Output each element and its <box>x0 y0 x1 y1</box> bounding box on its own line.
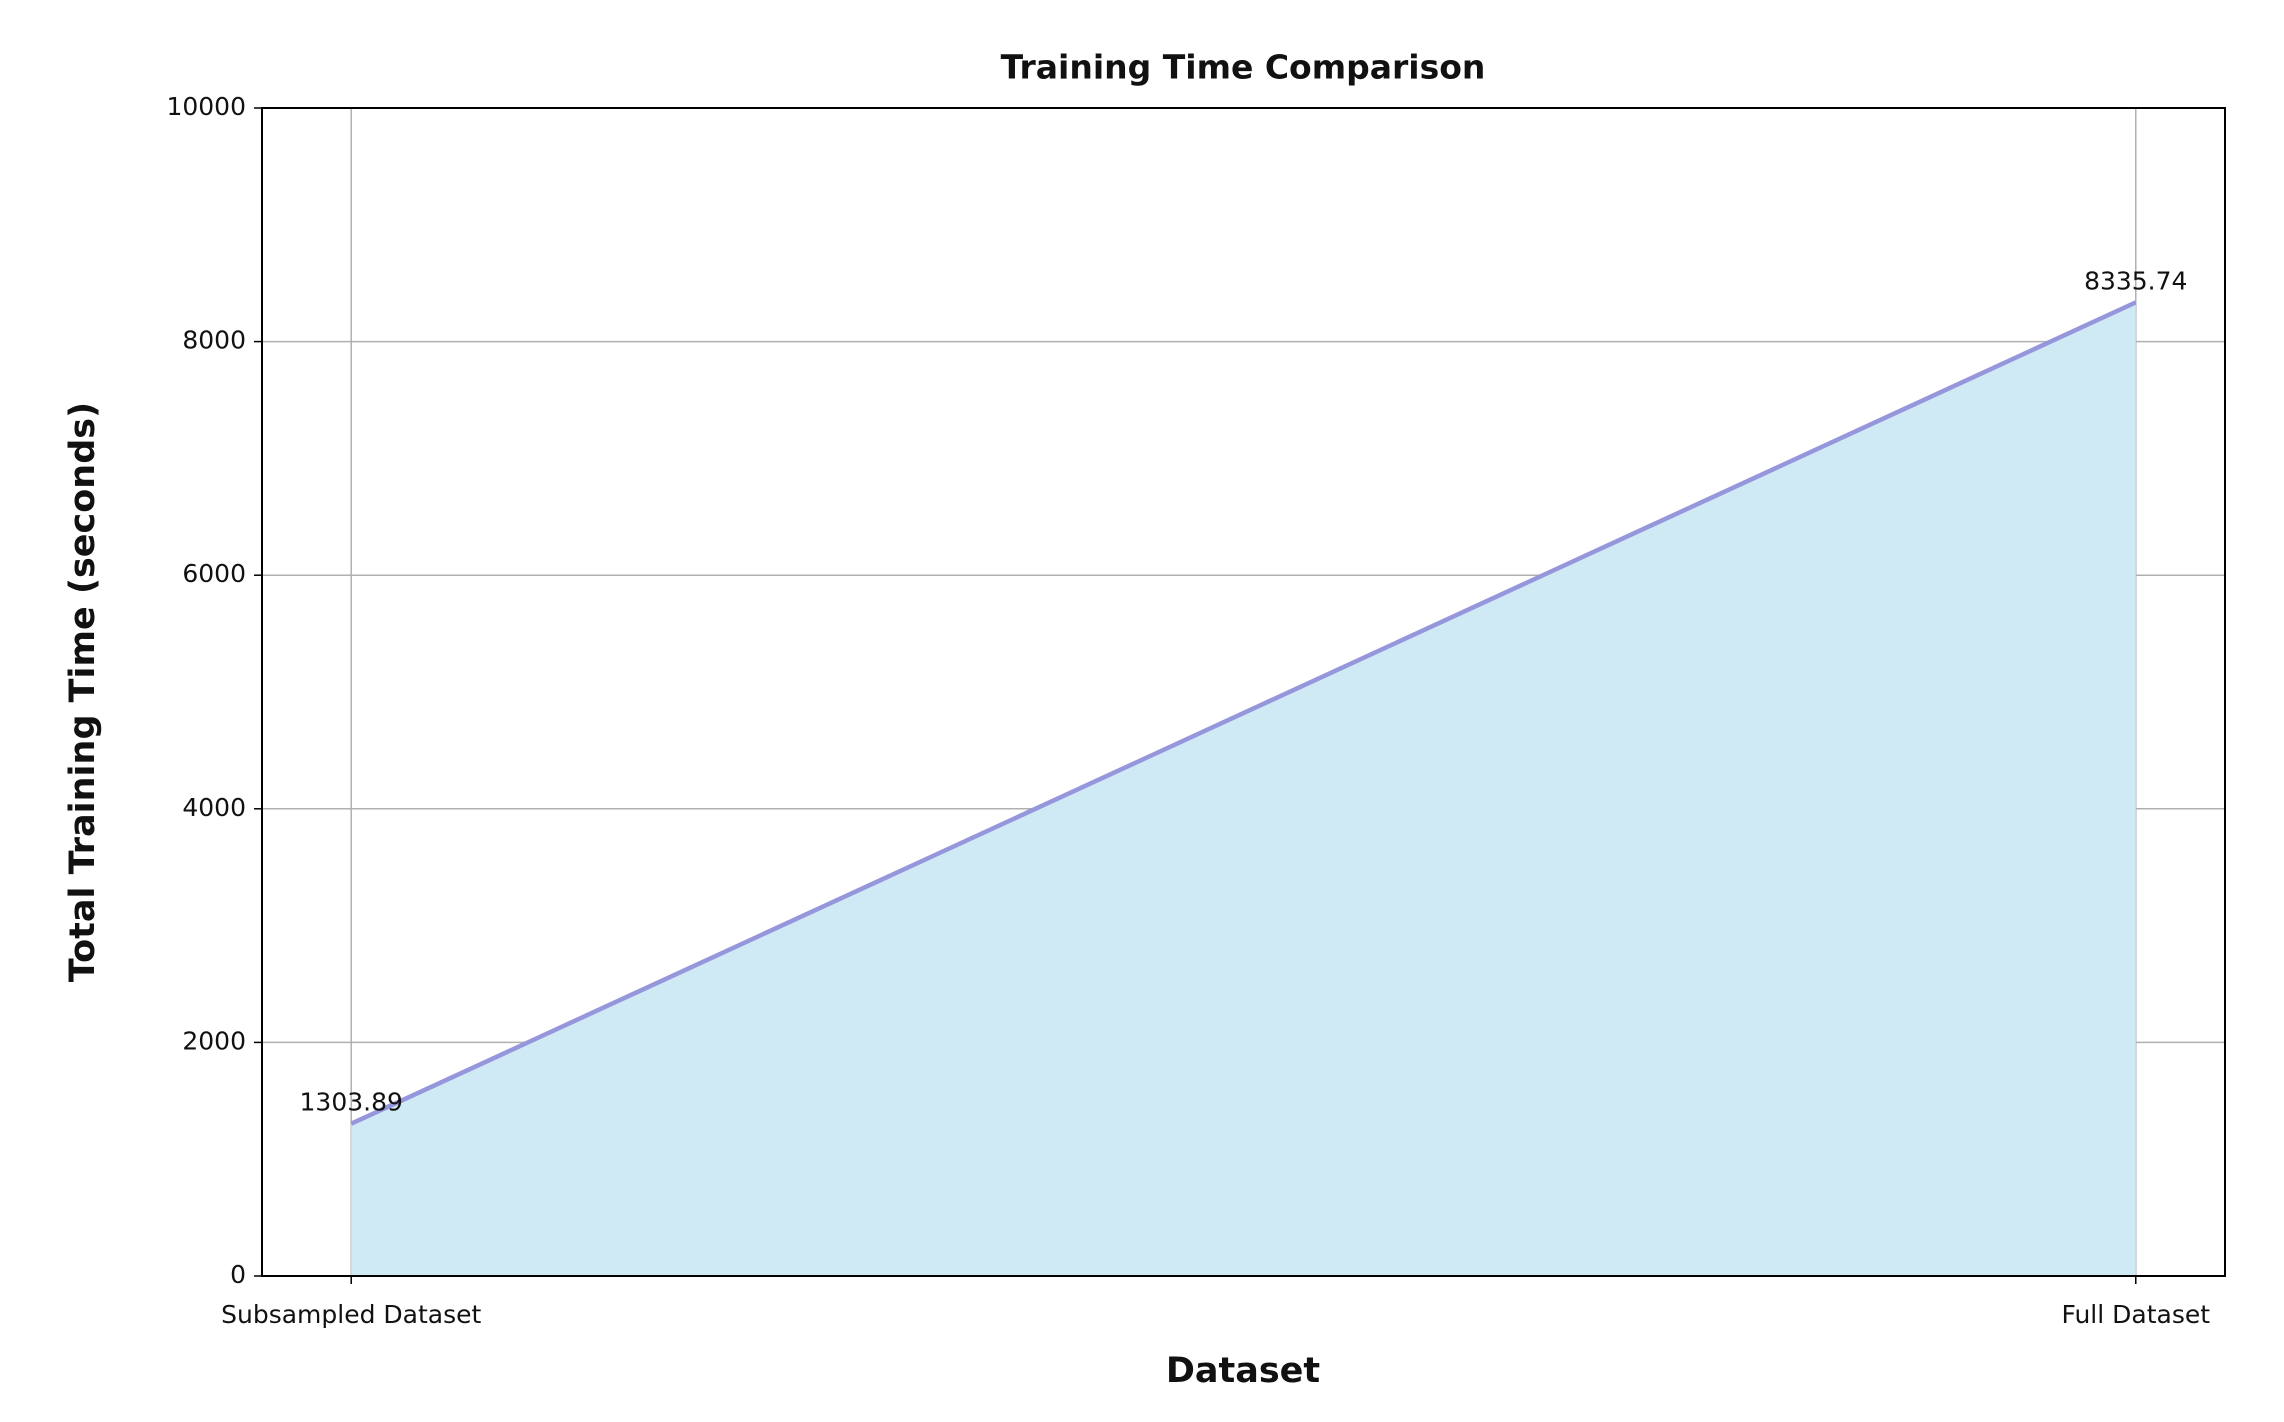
y-tick-label: 10000 <box>166 92 246 121</box>
plot-frame <box>261 107 2226 1277</box>
x-tick-label: Subsampled Dataset <box>221 1300 481 1329</box>
area <box>351 302 2136 1276</box>
y-tick-label: 0 <box>230 1260 246 1289</box>
y-tick-label: 8000 <box>182 326 246 355</box>
x-tick-label: Full Dataset <box>2061 1300 2210 1329</box>
y-axis-label: Total Training Time (seconds) <box>63 402 103 982</box>
y-tick-label: 2000 <box>182 1026 246 1055</box>
y-tick-label: 4000 <box>182 793 246 822</box>
line <box>350 300 2137 1126</box>
y-tick-label: 6000 <box>182 559 246 588</box>
chart-title: Training Time Comparison <box>1001 48 1486 87</box>
x-axis-label: Dataset <box>1166 1351 1320 1391</box>
data-label: 8335.74 <box>2084 266 2187 295</box>
data-label: 1303.89 <box>300 1088 403 1117</box>
